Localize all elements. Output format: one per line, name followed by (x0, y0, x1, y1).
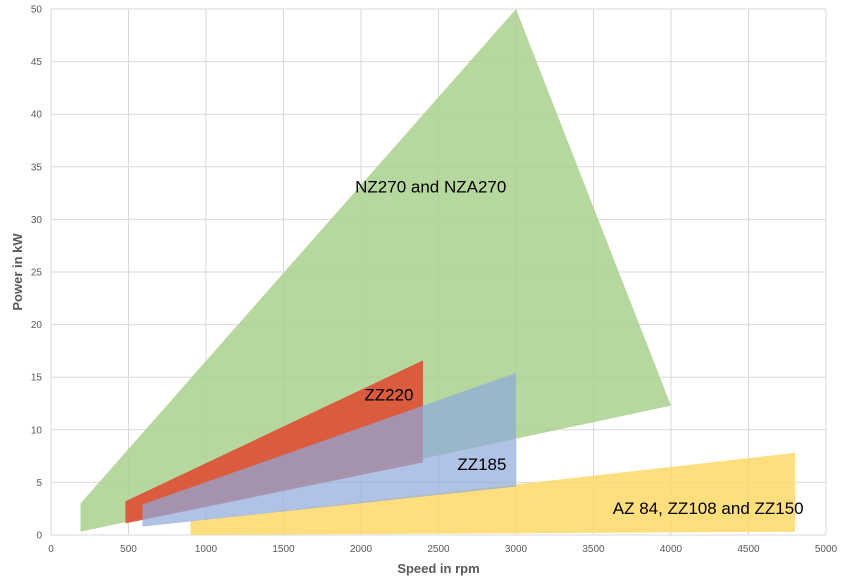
tick-labels: 0 500 1000 1500 2000 2500 3000 3500 4000 4500 5000… (31, 5, 838, 556)
y-tick-label: 40 (31, 110, 43, 121)
y-tick-label: 35 (31, 162, 43, 173)
region-zz220 (125, 360, 424, 524)
x-tick-label: 3500 (582, 544, 605, 555)
x-tick-label: 3000 (505, 544, 528, 555)
y-tick-label: 50 (31, 5, 43, 16)
y-tick-label: 10 (31, 425, 43, 436)
region-az-84-zz108-and-zz150 (190, 452, 795, 535)
x-tick-label: 1500 (272, 544, 295, 555)
x-tick-label: 2000 (350, 544, 373, 555)
x-tick-label: 2500 (427, 544, 450, 555)
x-tick-label: 1000 (195, 544, 218, 555)
y-tick-label: 30 (31, 215, 43, 226)
x-tick-label: 0 (48, 544, 54, 555)
y-tick-label: 5 (36, 478, 42, 489)
x-tick-label: 4500 (737, 544, 760, 555)
region-label: NZ270 and NZA270 (355, 177, 506, 196)
region-label: AZ 84, ZZ108 and ZZ150 (613, 499, 804, 518)
x-axis-title: Speed in rpm (397, 561, 479, 576)
power-regions (80, 9, 795, 535)
y-tick-label: 15 (31, 373, 43, 384)
y-tick-label: 0 (36, 531, 42, 542)
y-axis-title: Power in kW (10, 233, 25, 311)
region-nz270-and-nza270 (80, 9, 671, 532)
x-tick-label: 5000 (815, 544, 838, 555)
y-tick-label: 20 (31, 320, 43, 331)
region-labels: NZ270 and NZA270 AZ 84, ZZ108 and ZZ150 ZZ… (355, 177, 803, 518)
region-label: ZZ220 (364, 386, 413, 405)
x-tick-label: 4000 (660, 544, 683, 555)
region-label: ZZ185 (457, 455, 506, 474)
y-tick-label: 25 (31, 268, 43, 279)
region-zz185 (142, 373, 516, 527)
y-tick-label: 45 (31, 57, 43, 68)
x-tick-label: 500 (120, 544, 137, 555)
